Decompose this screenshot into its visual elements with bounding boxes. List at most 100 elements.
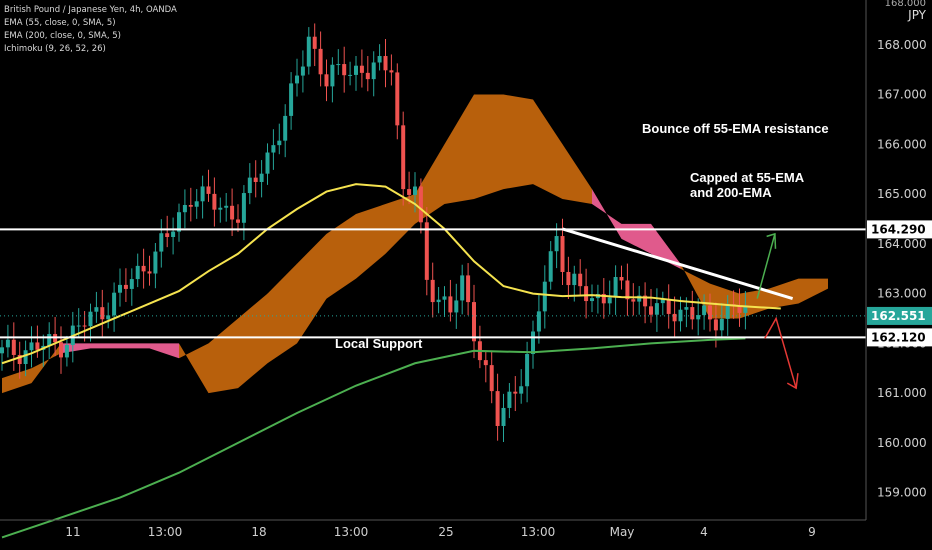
candle-body: [601, 293, 606, 304]
candle-body: [106, 315, 111, 320]
cloud-segment: [769, 278, 799, 309]
candle-body: [336, 64, 341, 66]
candle-body: [200, 186, 205, 202]
cloud-segment: [385, 194, 415, 254]
candle-body: [454, 300, 459, 313]
candle-body: [0, 347, 4, 354]
candle-body: [171, 231, 176, 237]
candle-body: [159, 233, 164, 252]
candle-body: [312, 36, 317, 49]
ichimoku-cloud: [2, 94, 828, 394]
candle-body: [666, 299, 671, 314]
up-arrow-line: [756, 233, 776, 299]
candle-body: [418, 186, 423, 223]
x-tick-label: 18: [251, 525, 266, 539]
candle-body: [613, 277, 618, 298]
candle-body: [112, 292, 117, 316]
candle-body: [430, 279, 435, 303]
candle-body: [23, 350, 28, 365]
x-tick-label: 25: [438, 525, 453, 539]
candle-body: [371, 62, 376, 80]
currency-label: JPY: [908, 8, 926, 22]
candle-body: [725, 304, 730, 319]
x-tick-label: 11: [65, 525, 80, 539]
candle-body: [495, 391, 500, 426]
candle-body: [359, 65, 364, 73]
candle-body: [413, 186, 417, 195]
annotation-capped: Capped at 55-EMA and 200-EMA: [690, 170, 804, 200]
candle-body: [590, 298, 594, 302]
x-tick-label: 4: [700, 525, 708, 539]
candle-body: [300, 66, 305, 76]
candle-body: [64, 345, 69, 358]
x-tick-label: 13:00: [148, 525, 183, 539]
cloud-segment: [297, 233, 327, 344]
candle-body: [94, 307, 99, 312]
candle-body: [29, 342, 34, 351]
candle-body: [489, 365, 494, 392]
candle-body: [365, 72, 370, 80]
cloud-segment: [739, 288, 769, 319]
candle-body: [35, 342, 40, 350]
candle-body: [560, 236, 565, 272]
y-tick-label: 165.000: [877, 187, 927, 201]
candle-body: [672, 313, 677, 322]
cloud-segment: [326, 213, 356, 299]
ema55-line: [1, 183, 781, 365]
candle-body: [690, 307, 695, 320]
candle-body: [271, 145, 276, 153]
candle-body: [536, 311, 541, 332]
ema200-line: [1, 337, 746, 539]
candle-body: [460, 275, 465, 301]
candle-body: [466, 275, 471, 303]
candle-body: [519, 386, 524, 394]
candle-body: [100, 307, 105, 320]
y-tick-label: 168.000: [877, 38, 927, 52]
cloud-segment: [120, 343, 150, 349]
candle-body: [702, 305, 707, 316]
candle-body: [147, 271, 152, 274]
candle-body: [743, 305, 748, 313]
candle-body: [442, 296, 447, 300]
candle-body: [59, 342, 63, 358]
candle-body: [377, 56, 382, 63]
resistance-badge: [867, 220, 932, 239]
candle-body: [177, 212, 181, 232]
candle-body: [631, 299, 636, 302]
last-price-badge: [867, 306, 932, 325]
candle-body: [47, 334, 52, 346]
candle-body: [330, 64, 335, 87]
candle-body: [194, 201, 199, 207]
candle-body: [247, 177, 252, 194]
cloud-segment: [179, 343, 209, 394]
candle-body: [165, 233, 170, 237]
cloud-segment: [208, 318, 238, 394]
indicator-ema55: EMA (55, close, 0, SMA, 5): [4, 18, 116, 28]
annotation-capped-line1: Capped at 55-EMA: [690, 170, 805, 185]
candle-body: [548, 251, 553, 282]
cloud-segment: [533, 99, 563, 200]
cloud-segment: [267, 263, 297, 364]
candle-body: [135, 265, 140, 280]
cloud-segment: [592, 189, 622, 239]
y-tick-label: 166.000: [877, 137, 927, 151]
price-axis-bg: [866, 0, 932, 550]
cloud-segment: [680, 263, 710, 319]
candle-body: [424, 222, 429, 280]
candle-body: [289, 83, 294, 116]
candle-body: [607, 297, 612, 304]
candle-body: [342, 64, 347, 76]
indicator-ichimoku: Ichimoku (9, 26, 52, 26): [4, 44, 106, 54]
candle-body: [82, 325, 87, 327]
candle-body: [643, 295, 648, 307]
candle-body: [566, 271, 571, 286]
candle-body: [348, 74, 353, 76]
candle-body: [129, 279, 134, 289]
candle-body: [230, 205, 235, 220]
candle-body: [236, 219, 240, 223]
candle-body: [295, 75, 299, 84]
x-tick-label: May: [610, 525, 635, 539]
candle-body: [324, 74, 329, 87]
